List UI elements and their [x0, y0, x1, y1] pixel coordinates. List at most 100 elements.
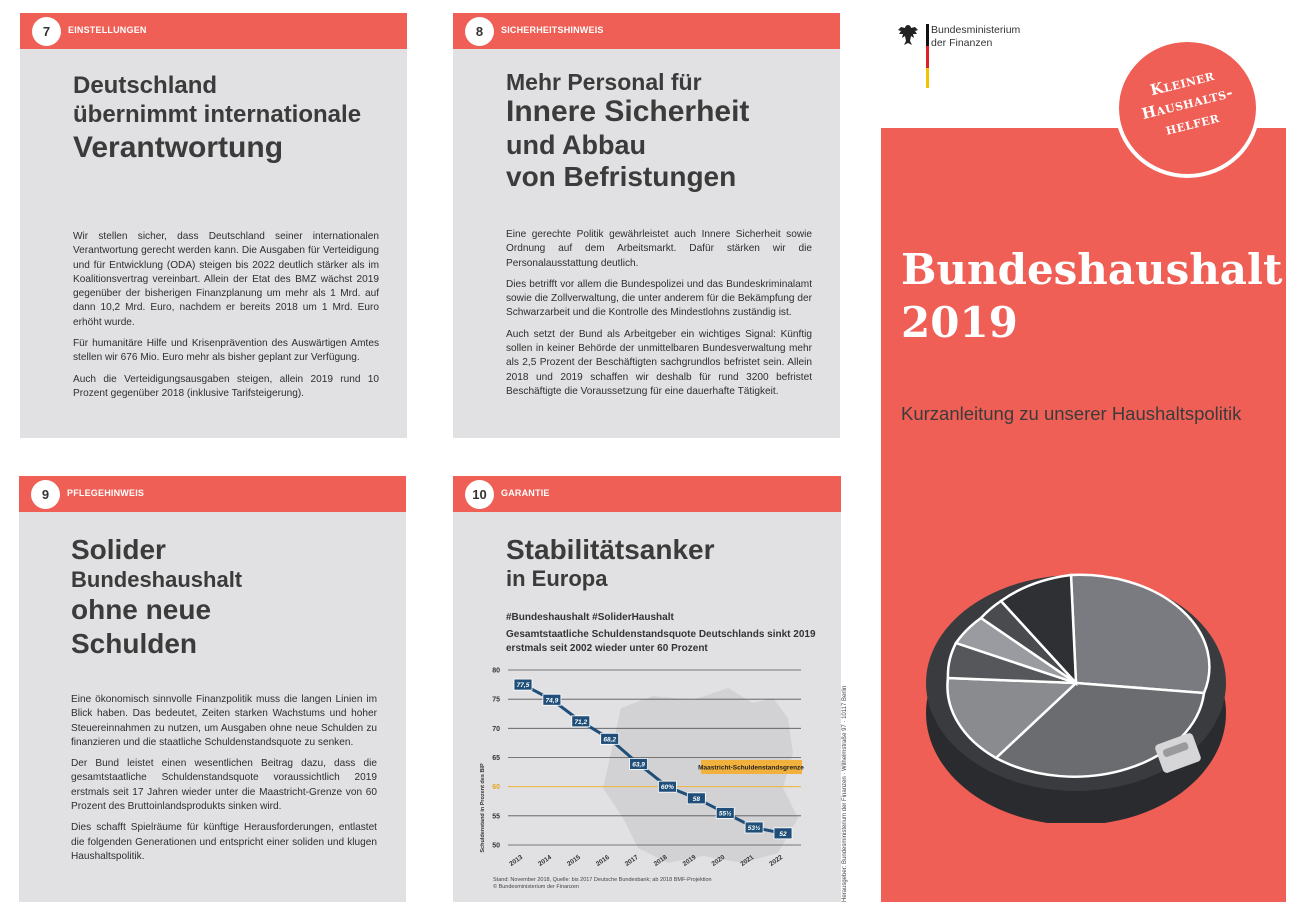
source-line: © Bundesministerium der Finanzen: [493, 884, 579, 890]
panel-9-category: PFLEGEHINWEIS: [67, 488, 145, 498]
eagle-icon: [898, 25, 918, 45]
paragraph: Für humanitäre Hilfe und Krisenpräventio…: [73, 338, 379, 364]
data-label: 74,9: [546, 697, 559, 704]
data-labels: 77,5 74,9 71,2 68,2 63,9 60% 58 55½ 53½ 52: [513, 678, 793, 840]
map-silhouette: [603, 688, 798, 863]
paragraph: Wir stellen sicher, dass Deutschland sei…: [73, 231, 379, 328]
badge-text: Kleiner Haushalts- helfer: [1113, 56, 1261, 150]
paragraph: Auch setzt der Bund als Arbeitgeber ein …: [506, 328, 812, 397]
paragraph: Der Bund leistet einen wesentlichen Beit…: [71, 758, 377, 813]
title-line: Innere Sicherheit: [506, 95, 750, 129]
title-line: Schulden: [71, 627, 198, 659]
x-tick-label: 2013: [508, 854, 524, 868]
title-line: Deutschland: [73, 72, 218, 99]
title-line: und Abbau: [506, 129, 646, 160]
y-tick-label: 80: [492, 668, 500, 675]
data-label: 63,9: [632, 761, 645, 768]
debt-ratio-chart: Schuldenstand in Prozent des BIP 50 55 60 6…: [480, 668, 804, 868]
y-tick-label: 65: [492, 755, 500, 762]
panel-10: 10 GARANTIE Stabilitätsanker in Europa #…: [453, 476, 841, 902]
x-tick-label: 2022: [768, 854, 784, 868]
y-tick-label: 55: [492, 813, 500, 820]
data-point: 60%: [658, 780, 677, 793]
chart-caption-line: Gesamtstaatliche Schuldenstandsquote Deu…: [506, 629, 816, 640]
data-point: 53½: [744, 821, 764, 834]
threshold-label: Maastricht-Schuldenstandsgrenze: [698, 765, 804, 772]
panel-8-number: 8: [465, 17, 494, 46]
y-tick-label: 50: [492, 843, 500, 850]
data-label: 53½: [748, 824, 761, 832]
cover-subtitle: Kurzanleitung zu unserer Haushaltspoliti…: [901, 403, 1242, 424]
panel-9-title: Solider Bundeshaushalt ohne neue Schulde…: [71, 533, 242, 660]
panel-9-header: 9 PFLEGEHINWEIS: [19, 476, 406, 512]
title-line: Verantwortung: [73, 130, 284, 164]
data-label: 71,2: [574, 719, 587, 726]
y-tick-label: 70: [492, 726, 500, 733]
data-label: 68,2: [603, 736, 616, 743]
ministry-name: Bundesministerium der Finanzen: [931, 24, 1051, 49]
panel-7-title: Deutschland übernimmt internationale Ver…: [73, 71, 361, 166]
cover-panel: Bundeshaushalt 2019 Kurzanleitung zu uns…: [881, 128, 1286, 902]
title-line: Stabilitätsanker: [506, 534, 715, 565]
chart-caption: Gesamtstaatliche Schuldenstandsquote Deu…: [506, 628, 816, 656]
cover-title: Bundeshaushalt 2019: [901, 243, 1282, 349]
x-tick-label: 2014: [537, 854, 553, 868]
data-marker: [513, 678, 533, 691]
panel-10-category: GARANTIE: [501, 488, 550, 498]
paragraph: Auch die Verteidigungsausgaben steigen, …: [73, 373, 379, 399]
panel-7-body: Wir stellen sicher, dass Deutschland sei…: [73, 230, 379, 408]
panel-8-body: Eine gerechte Politik gewährleistet auch…: [506, 228, 812, 406]
data-label: 60%: [661, 784, 674, 791]
y-tick-label: 60: [492, 784, 500, 791]
title-line: von Befristungen: [506, 160, 737, 192]
paragraph: Eine ökonomisch sinnvolle Finanzpolitik …: [71, 694, 377, 748]
data-marker: [658, 780, 677, 793]
data-label: 55½: [719, 809, 732, 817]
chart-hashtags: #Bundeshaushalt #SoliderHaushalt: [506, 612, 674, 623]
panel-9-body: Eine ökonomisch sinnvolle Finanzpolitik …: [71, 693, 377, 871]
data-marker: [629, 758, 648, 770]
panel-10-title: Stabilitätsanker in Europa: [506, 534, 715, 591]
y-tick-label: 75: [492, 697, 500, 704]
data-point: 71,2: [571, 715, 591, 728]
flag-stripe: [926, 46, 929, 68]
data-marker: [542, 693, 562, 706]
panel-9-number: 9: [31, 480, 60, 509]
panel-7-header: 7 EINSTELLUNGEN: [20, 13, 407, 49]
x-tick-label: 2015: [566, 854, 582, 868]
data-point: 58: [686, 792, 706, 805]
data-marker: [571, 715, 591, 728]
panel-9: 9 PFLEGEHINWEIS Solider Bundeshaushalt o…: [19, 476, 406, 902]
springform-pan-icon: [926, 573, 1226, 823]
data-marker: [600, 732, 620, 745]
panel-8-header: 8 SICHERHEITSHINWEIS: [453, 13, 840, 49]
title-line: übernimmt internationale: [73, 101, 362, 129]
chart-source: Stand: November 2018, Quelle: bis 2017 D…: [493, 877, 712, 891]
imprint-text: Herausgeber: Bundesministerium der Finan…: [842, 685, 848, 902]
paragraph: Eine gerechte Politik gewährleistet auch…: [506, 229, 812, 269]
panel-7-number: 7: [32, 17, 61, 46]
data-label: 58: [693, 796, 701, 803]
data-marker: [715, 807, 735, 819]
data-point: 63,9: [629, 758, 648, 770]
x-tick-label: 2017: [624, 854, 640, 868]
title-line: ohne neue: [71, 593, 212, 625]
title-line: Solider: [71, 534, 166, 565]
helper-badge: Kleiner Haushalts- helfer: [1115, 38, 1260, 178]
panel-7: 7 EINSTELLUNGEN Deutschland übernimmt in…: [20, 13, 407, 438]
y-tick-labels: 50 55 60 65 70 75 80: [492, 668, 500, 850]
data-marker: [744, 821, 764, 834]
flag-stripe: [926, 24, 929, 46]
x-tick-label: 2016: [595, 854, 611, 868]
cover-title-line: 2019: [901, 298, 1018, 347]
panel-8-title: Mehr Personal für Innere Sicherheit und …: [506, 69, 749, 193]
y-axis-label: Schuldenstand in Prozent des BIP: [480, 763, 486, 853]
data-point: 68,2: [600, 732, 620, 745]
paragraph: Dies betrifft vor allem die Bundespolize…: [506, 278, 812, 319]
title-line: in Europa: [506, 566, 608, 592]
title-line: Bundeshaushalt: [71, 566, 243, 592]
series-line: [522, 683, 784, 835]
data-label: 77,5: [517, 682, 530, 689]
panel-8: 8 SICHERHEITSHINWEIS Mehr Personal für I…: [453, 13, 840, 438]
flag-stripe: [926, 68, 929, 88]
